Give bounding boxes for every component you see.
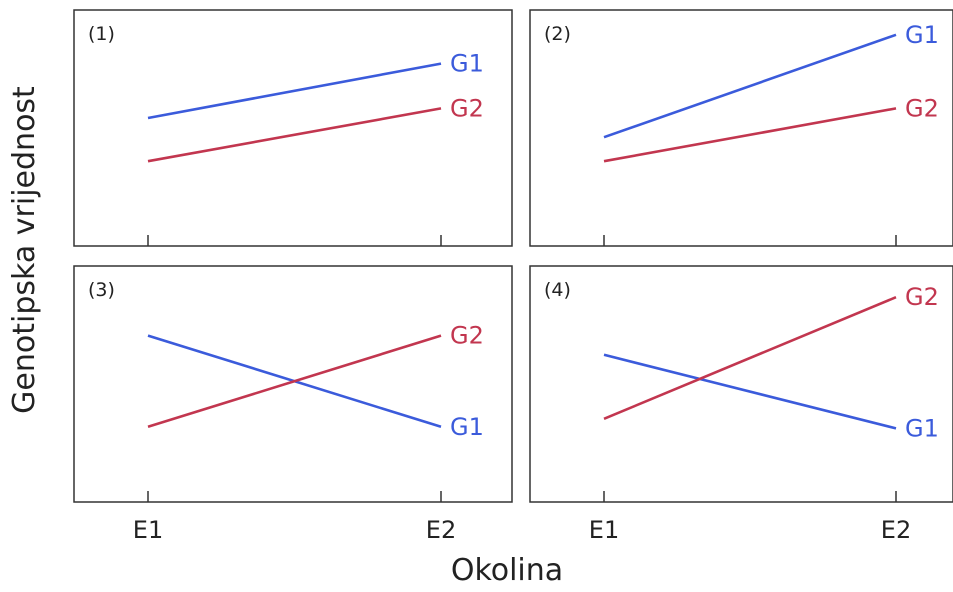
x-tick-label-E2: E2: [426, 516, 456, 544]
x-tick-label-E1: E1: [133, 516, 163, 544]
x-tick-label-E1: E1: [589, 516, 619, 544]
series-label-G2: G2: [905, 283, 939, 311]
series-line-G2: [603, 107, 897, 163]
x-tick-label-E2: E2: [881, 516, 911, 544]
series-line-G1: [603, 33, 897, 139]
series-line-G2: [147, 334, 442, 429]
panel-label: (4): [544, 279, 571, 301]
series-label-G1: G1: [450, 50, 484, 78]
series-label-G1: G1: [450, 413, 484, 441]
panel-label: (1): [88, 23, 115, 45]
panel-3: (3) E1 E2 G1 G2: [73, 265, 513, 544]
series-label-G2: G2: [905, 94, 939, 122]
series-label-G2: G2: [450, 94, 484, 122]
series-line-G2: [147, 107, 442, 163]
y-axis-label: Genotipska vrijednost: [7, 86, 42, 414]
panels-group: (1) G1 G2 (2) G1 G2 (3) E1 E2 G1 G2 (4) E1 E2 G1 G2: [73, 9, 953, 544]
panel-4: (4) E1 E2 G1 G2: [529, 265, 953, 544]
panel-frame: [73, 265, 513, 503]
panel-2: (2) G1 G2: [529, 9, 953, 247]
x-axis-label: Okolina: [451, 553, 563, 588]
series-label-G1: G1: [905, 21, 939, 49]
panel-frame: [529, 265, 953, 503]
series-line-G2: [603, 295, 897, 421]
series-line-G1: [147, 62, 442, 120]
series-line-G1: [603, 353, 897, 430]
panel-1: (1) G1 G2: [73, 9, 513, 247]
panel-label: (3): [88, 279, 115, 301]
panel-label: (2): [544, 23, 571, 45]
panel-frame: [73, 9, 513, 247]
panel-frame: [529, 9, 953, 247]
series-label-G2: G2: [450, 322, 484, 350]
series-label-G1: G1: [905, 414, 939, 442]
